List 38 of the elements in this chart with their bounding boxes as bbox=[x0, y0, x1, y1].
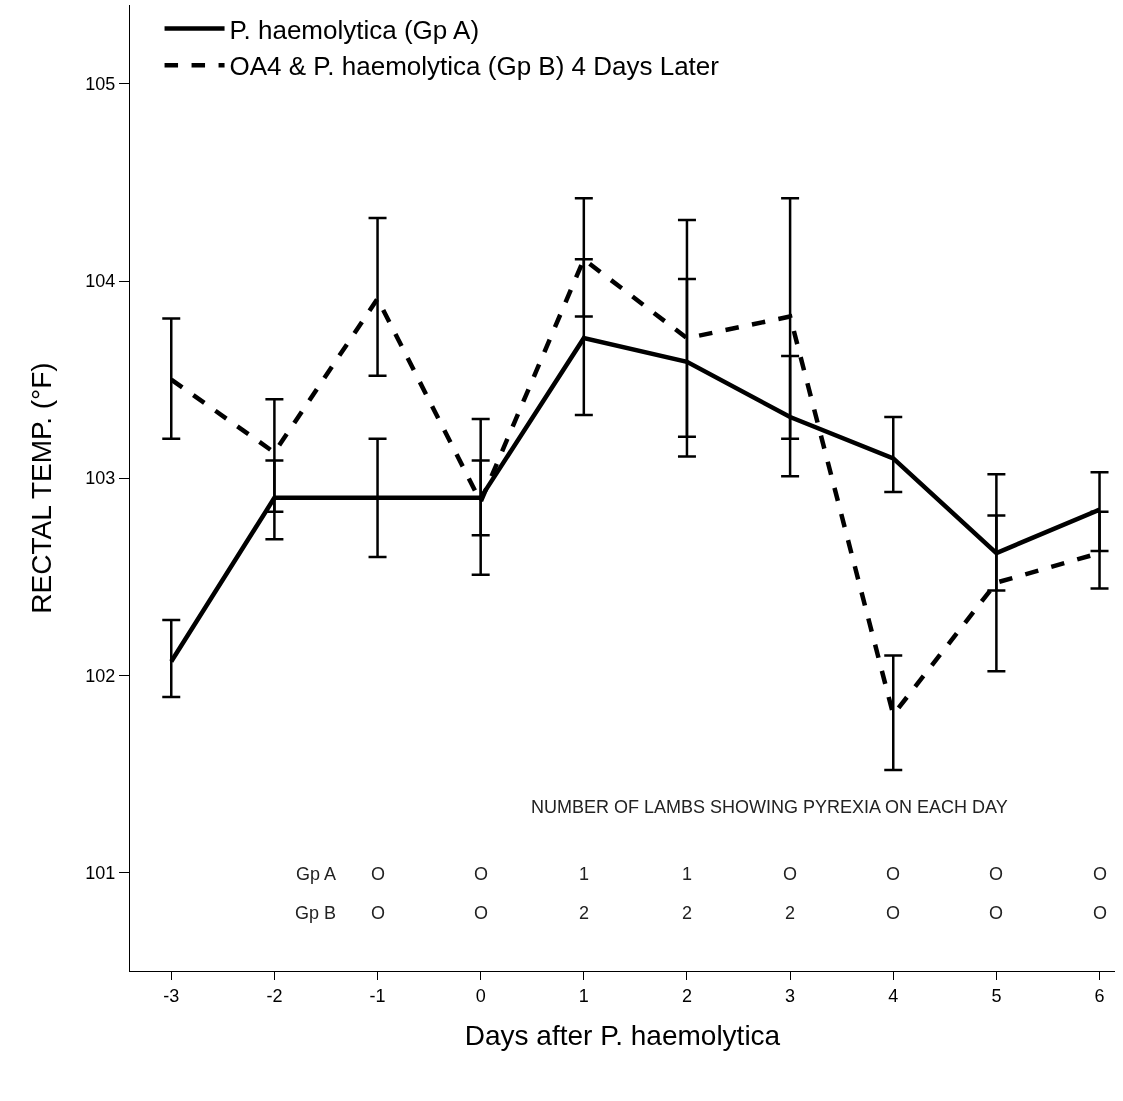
annotation: 1 bbox=[579, 864, 590, 884]
x-tick-label: 1 bbox=[578, 985, 589, 1006]
annotation: O bbox=[371, 903, 386, 923]
annotation: 2 bbox=[785, 903, 796, 923]
annotation: Gp B bbox=[295, 903, 337, 923]
annotation: O bbox=[989, 864, 1004, 884]
y-axis-title: RECTAL TEMP. (°F) bbox=[26, 362, 58, 614]
x-tick-label: 2 bbox=[681, 985, 692, 1006]
x-tick-label: -2 bbox=[266, 985, 283, 1006]
legend-label: P. haemolytica (Gp A) bbox=[229, 14, 480, 45]
x-tick-label: 0 bbox=[475, 985, 486, 1006]
y-tick-label: 103 bbox=[85, 468, 116, 489]
y-tick-label: 104 bbox=[85, 271, 116, 292]
x-tick-label: 6 bbox=[1094, 985, 1105, 1006]
legend-label: OA4 & P. haemolytica (Gp B) 4 Days Later bbox=[229, 51, 720, 82]
x-tick-label: 3 bbox=[785, 985, 796, 1006]
annotation: 2 bbox=[579, 903, 590, 923]
annotation: O bbox=[474, 864, 489, 884]
x-tick-label: 5 bbox=[991, 985, 1002, 1006]
y-tick-label: 105 bbox=[85, 74, 116, 95]
annotation: O bbox=[886, 864, 901, 884]
x-tick-label: 4 bbox=[888, 985, 899, 1006]
annotation: Gp A bbox=[296, 864, 337, 884]
annotation: O bbox=[886, 903, 901, 923]
annotation: 1 bbox=[682, 864, 693, 884]
x-tick-label: -1 bbox=[369, 985, 386, 1006]
x-tick-label: -3 bbox=[163, 985, 180, 1006]
annotation: O bbox=[783, 864, 798, 884]
annotation: NUMBER OF LAMBS SHOWING PYREXIA ON EACH DAY bbox=[531, 797, 1008, 817]
annotation: O bbox=[1093, 903, 1108, 923]
annotation: O bbox=[371, 864, 386, 884]
y-tick-label: 102 bbox=[85, 665, 116, 686]
y-tick-label: 101 bbox=[85, 862, 116, 883]
annotation: 2 bbox=[682, 903, 693, 923]
annotation: O bbox=[989, 903, 1004, 923]
x-axis-title: Days after P. haemolytica bbox=[464, 1019, 781, 1051]
annotation: O bbox=[1093, 864, 1108, 884]
annotation: O bbox=[474, 903, 489, 923]
